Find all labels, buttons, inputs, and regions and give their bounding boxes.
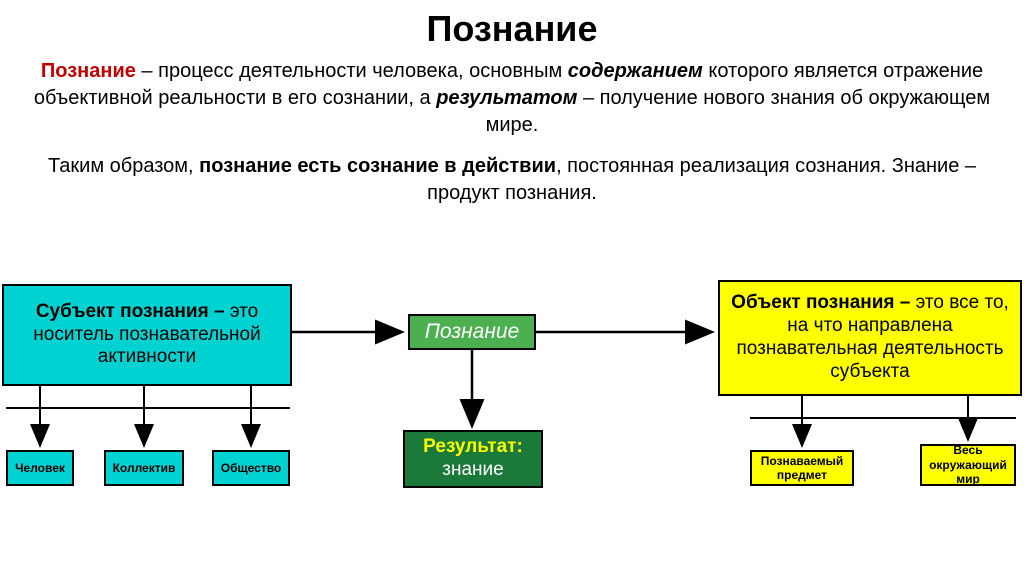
small-box-society: Общество (212, 450, 290, 486)
page-title: Познание (0, 0, 1024, 50)
intro-w2: содержанием (568, 60, 703, 82)
intro-w3: результатом (436, 87, 577, 109)
small-box-human: Человек (6, 450, 74, 486)
intro2-b1: познание есть сознание в действии (199, 155, 556, 177)
object-bold: Объект познания – (731, 292, 915, 313)
subject-bold: Субъект познания – (36, 301, 230, 322)
object-box: Объект познания – это все то, на что нап… (718, 280, 1022, 396)
subject-box: Субъект познания – это носитель познават… (2, 284, 292, 386)
small-box-collective: Коллектив (104, 450, 184, 486)
center-box: Познание (408, 314, 536, 350)
result-box: Результат: знание (403, 430, 543, 488)
diagram: Субъект познания – это носитель познават… (0, 278, 1024, 574)
result-text: знание (442, 459, 503, 482)
small-box-world: Весь окружающий мир (920, 444, 1016, 486)
intro-keyword: Познание (41, 60, 136, 82)
intro-t1: – процесс деятельности человека, основны… (136, 60, 568, 82)
intro-paragraph-2: Таким образом, познание есть сознание в … (0, 139, 1024, 207)
intro2-t1: Таким образом, (48, 155, 199, 177)
result-bold: Результат: (423, 436, 523, 459)
small-box-object: Познаваемый предмет (750, 450, 854, 486)
intro-paragraph: Познание – процесс деятельности человека… (0, 50, 1024, 139)
